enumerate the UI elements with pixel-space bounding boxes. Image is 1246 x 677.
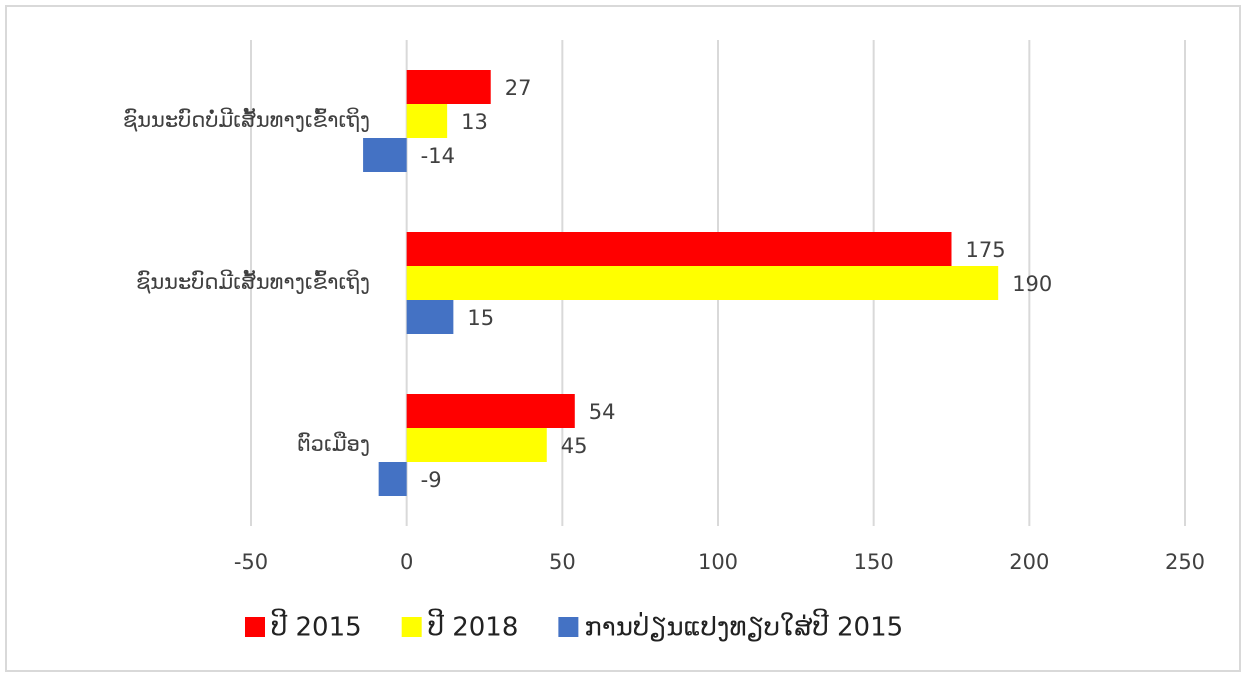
legend-label: ການປ່ຽນແປງທຽບໃສ່ປີ 2015 (584, 608, 903, 642)
y-tick-label: ຊົນນະບົດມີເສັ້ນທາງເຂົ້າເຖິງ (136, 269, 370, 294)
bar (378, 462, 407, 496)
legend-swatch (401, 617, 422, 637)
bar (406, 394, 575, 428)
data-label: 27 (505, 76, 532, 100)
data-label: 54 (589, 400, 616, 424)
legend-label: ປີ 2018 (428, 608, 519, 642)
data-label: 175 (966, 238, 1006, 262)
x-tick-label: -50 (234, 550, 268, 574)
bar (406, 266, 999, 300)
legend-label: ປີ 2015 (271, 608, 362, 642)
legend-swatch (558, 617, 579, 637)
x-tick-label: 50 (549, 550, 576, 574)
x-tick-label: 0 (400, 550, 413, 574)
x-tick-label: 100 (698, 550, 738, 574)
bar (363, 138, 407, 172)
data-label: 13 (461, 110, 488, 134)
y-tick-label: ຕົວເມືອງ (297, 431, 370, 456)
bar (406, 300, 454, 334)
x-tick-label: 250 (1165, 550, 1205, 574)
chart-frame (5, 5, 1241, 672)
x-tick-label: 200 (1009, 550, 1049, 574)
data-label: 190 (1012, 272, 1052, 296)
data-label: -9 (421, 468, 442, 492)
data-label: 45 (561, 434, 588, 458)
y-tick-label: ຊົນນະບົດບໍ່ມີເສັ້ນທາງເຂົ້າເຖິງ (123, 107, 370, 132)
legend-swatch (245, 617, 265, 637)
bar (406, 70, 491, 104)
data-label: 15 (467, 306, 494, 330)
x-tick-label: 150 (854, 550, 894, 574)
bar (406, 104, 448, 138)
bar (406, 232, 952, 266)
bar (406, 428, 547, 462)
data-label: -14 (421, 144, 455, 168)
